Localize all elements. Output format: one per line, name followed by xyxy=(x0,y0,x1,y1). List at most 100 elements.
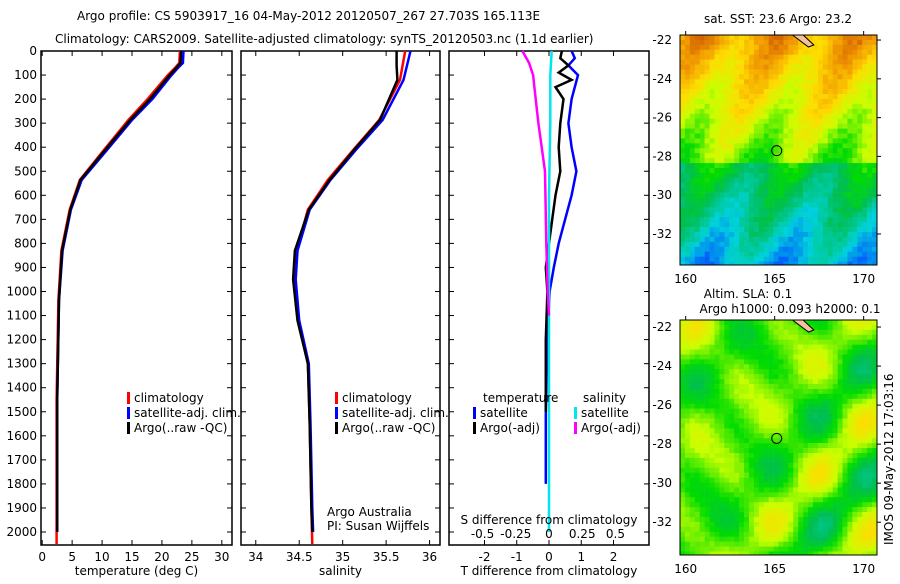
map-cell xyxy=(862,222,868,228)
map-cell xyxy=(744,246,750,252)
map-cell xyxy=(704,536,710,542)
map-cell xyxy=(744,167,750,174)
map-cell xyxy=(680,256,686,262)
map-cell xyxy=(729,89,735,95)
map-cell xyxy=(817,54,824,60)
map-cell xyxy=(744,517,750,523)
map-cell xyxy=(852,492,858,498)
map-cell xyxy=(832,517,838,523)
map-cell xyxy=(842,551,848,555)
map-cell xyxy=(734,507,740,513)
map-cell xyxy=(832,222,838,228)
map-cell xyxy=(758,192,765,198)
map-cell xyxy=(729,418,735,424)
map-cell xyxy=(842,374,848,380)
map-cell xyxy=(817,369,824,375)
map-cell xyxy=(812,212,819,218)
map-cell xyxy=(719,197,725,203)
map-cell xyxy=(803,108,809,115)
map-cell xyxy=(699,492,705,498)
map-cell xyxy=(724,153,730,159)
map-cell xyxy=(832,339,838,345)
map-cell xyxy=(872,344,878,350)
map-cell xyxy=(709,177,715,184)
map-cell xyxy=(758,113,765,120)
map-cell xyxy=(689,192,696,198)
map-cell xyxy=(704,487,710,493)
map-cell xyxy=(680,467,686,473)
map-cell xyxy=(788,546,794,552)
map-cell xyxy=(748,443,755,449)
map-cell xyxy=(862,202,868,208)
map-cell xyxy=(729,207,735,213)
map-cell xyxy=(734,384,740,390)
map-cell xyxy=(862,334,868,340)
map-cell xyxy=(689,448,696,454)
map-cell xyxy=(793,497,799,503)
map-cell xyxy=(734,251,740,257)
map-cell xyxy=(724,536,730,542)
map-cell xyxy=(847,329,853,336)
map-cell xyxy=(753,536,760,542)
map-cell xyxy=(773,393,779,400)
map-cell xyxy=(788,482,794,488)
map-cell xyxy=(812,148,819,154)
map-cell xyxy=(684,49,691,55)
map-cell xyxy=(719,408,725,414)
map-cell xyxy=(847,388,853,395)
map-cell xyxy=(862,133,868,139)
map-cell xyxy=(827,128,833,134)
map-cell xyxy=(709,512,715,518)
map-cell xyxy=(680,507,686,513)
map-cell xyxy=(748,163,755,169)
map-cell xyxy=(817,236,824,243)
map-cell xyxy=(827,217,833,223)
map-cell xyxy=(734,428,740,434)
map-cell xyxy=(867,349,873,355)
map-cell xyxy=(758,246,765,252)
map-cell xyxy=(817,393,824,400)
map-cell xyxy=(753,329,760,336)
map-cell xyxy=(822,108,829,115)
map-cell xyxy=(827,207,833,213)
map-cell xyxy=(739,74,745,80)
map-cell xyxy=(852,84,858,90)
map-cell xyxy=(837,418,843,424)
map-cell xyxy=(739,423,745,429)
map-cell xyxy=(783,236,789,243)
map-cell xyxy=(778,59,784,65)
map-cell xyxy=(748,182,755,188)
map-cell xyxy=(783,177,789,184)
map-cell xyxy=(729,423,735,429)
map-cell xyxy=(739,487,745,493)
map-cell xyxy=(768,482,774,488)
map-cell xyxy=(832,49,838,55)
map-cell xyxy=(847,487,853,493)
map-cell xyxy=(704,379,710,385)
map-cell xyxy=(872,158,878,164)
map-cell xyxy=(803,118,809,124)
map-cell xyxy=(778,163,784,169)
map-cell xyxy=(719,153,725,159)
map-cell xyxy=(837,39,843,46)
map-cell xyxy=(867,526,873,533)
map-cell xyxy=(729,526,735,533)
map-cell xyxy=(872,403,878,409)
map-cell xyxy=(689,517,696,523)
map-cell xyxy=(709,74,715,80)
map-cell xyxy=(867,487,873,493)
map-cell xyxy=(719,123,725,129)
map-cell xyxy=(788,462,794,469)
map-cell xyxy=(812,536,819,542)
map-cell xyxy=(832,167,838,174)
map-cell xyxy=(684,148,691,154)
map-cell xyxy=(684,246,691,252)
map-cell xyxy=(827,354,833,360)
map-cell xyxy=(832,123,838,129)
map-cell xyxy=(803,153,809,159)
map-cell xyxy=(763,423,769,429)
map-cell xyxy=(812,261,819,265)
map-cell xyxy=(793,74,799,80)
map-cell xyxy=(822,261,829,265)
legend-label: satellite xyxy=(581,406,629,420)
